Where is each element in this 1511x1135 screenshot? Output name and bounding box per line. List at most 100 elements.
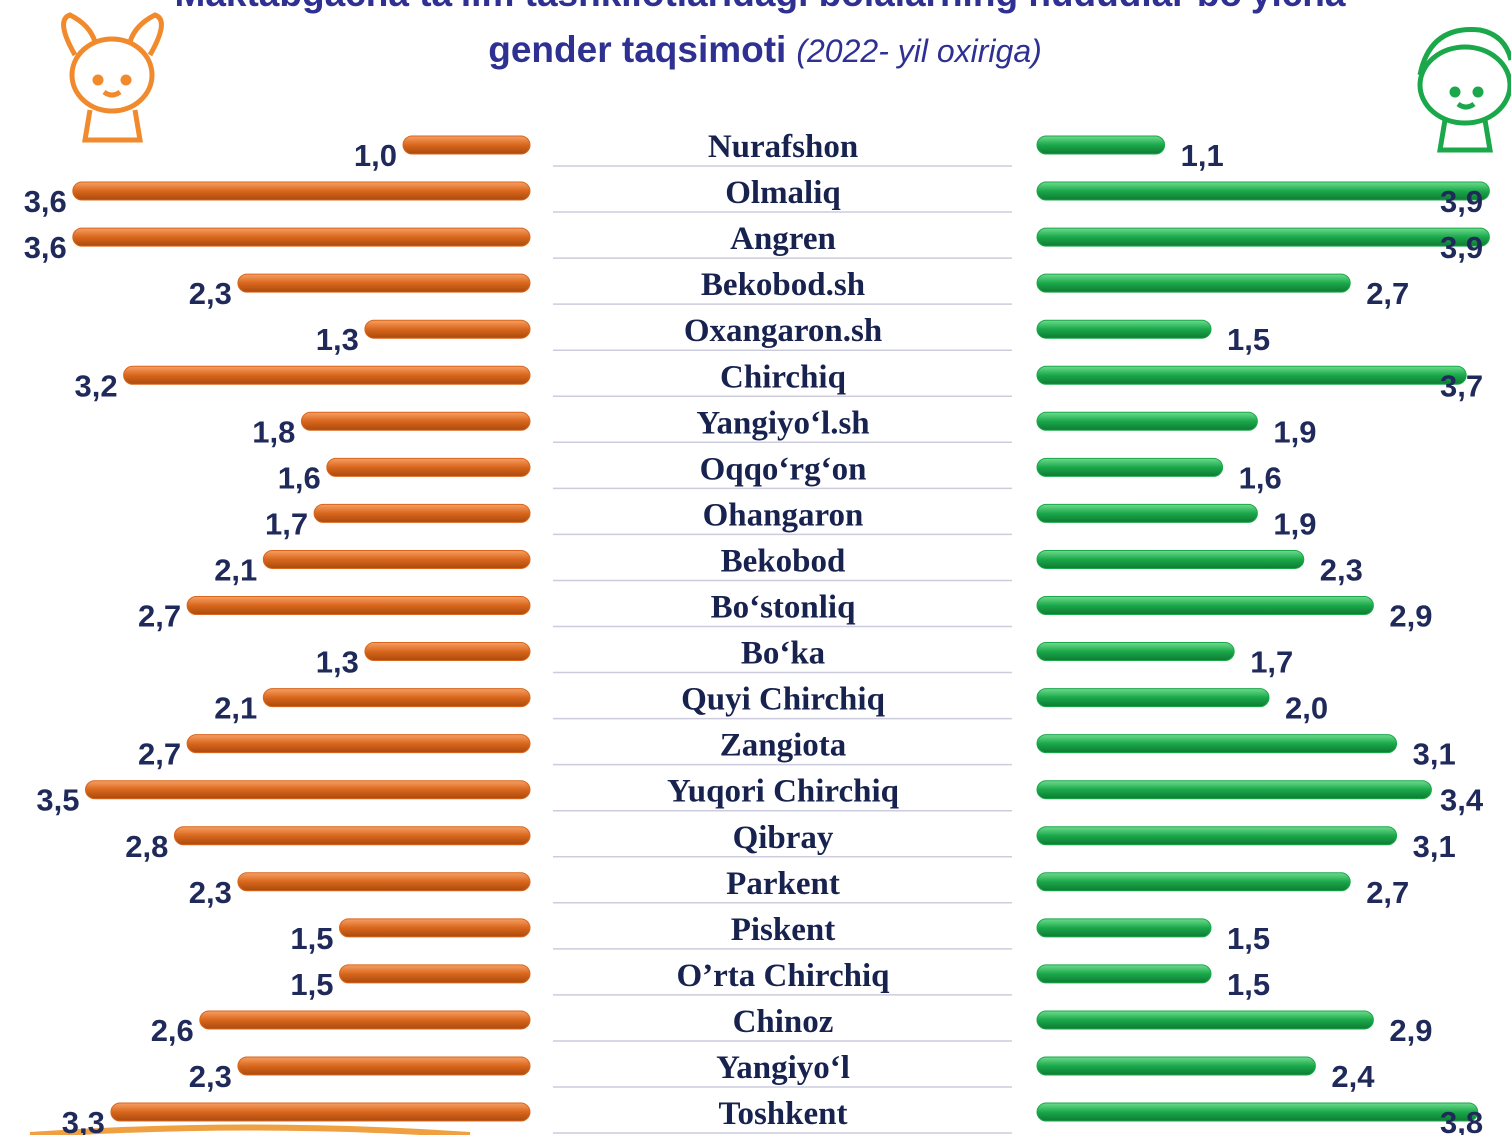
- value-label: 2,1: [214, 691, 257, 726]
- bar: [124, 366, 530, 384]
- category-label: Quyi Chirchiq: [681, 682, 886, 718]
- value-label: 3,6: [24, 184, 67, 219]
- category-label: Zangiota: [720, 728, 847, 764]
- value-label: 1,6: [278, 460, 321, 495]
- bar: [73, 228, 530, 246]
- value-label: 1,3: [316, 645, 359, 680]
- bar: [1037, 320, 1211, 338]
- value-label: 1,7: [1250, 645, 1293, 680]
- bar: [301, 412, 530, 430]
- bar: [187, 735, 530, 753]
- value-label: 1,1: [1181, 138, 1224, 173]
- bar: [1037, 827, 1397, 845]
- category-label: Bo‘stonliq: [711, 590, 857, 626]
- boy-icon: [1420, 30, 1511, 150]
- bar: [1037, 1103, 1478, 1121]
- value-label: 2,3: [189, 276, 232, 311]
- category-label: Oxangaron.sh: [684, 313, 882, 349]
- value-label: 3,6: [24, 230, 67, 265]
- bar: [187, 597, 530, 615]
- value-label: 2,1: [214, 552, 257, 587]
- category-label: Bekobod.sh: [701, 267, 865, 303]
- value-label: 1,5: [290, 967, 333, 1002]
- value-label: 3,4: [1440, 783, 1484, 818]
- category-label: Chinoz: [733, 1004, 834, 1040]
- bar: [1037, 504, 1257, 522]
- bar: [1037, 412, 1257, 430]
- category-label: Yuqori Chirchiq: [667, 774, 900, 810]
- bar: [1037, 366, 1466, 384]
- bar: [327, 458, 530, 476]
- bar: [340, 919, 531, 937]
- value-label: 1,5: [1227, 921, 1270, 956]
- value-label: 1,8: [252, 414, 295, 449]
- value-label: 3,1: [1413, 737, 1456, 772]
- category-label: Oqqo‘rg‘on: [700, 451, 867, 487]
- bar: [1037, 458, 1223, 476]
- bar: [365, 320, 530, 338]
- value-label: 1,5: [290, 921, 333, 956]
- bar: [1037, 873, 1350, 891]
- category-label: Bekobod: [721, 543, 846, 579]
- subtitle: (2022- yil oxiriga): [796, 33, 1041, 69]
- bar: [340, 965, 531, 983]
- value-label: 2,3: [1320, 552, 1363, 587]
- value-label: 1,9: [1273, 506, 1316, 541]
- bar: [1037, 136, 1165, 154]
- bar: [1037, 274, 1350, 292]
- value-label: 1,6: [1239, 460, 1282, 495]
- bar: [1037, 1057, 1315, 1075]
- value-label: 2,3: [189, 1059, 232, 1094]
- title-line2: gender taqsimoti: [488, 29, 786, 70]
- value-label: 2,8: [125, 829, 168, 864]
- bar: [365, 643, 530, 661]
- category-label: Qibray: [733, 820, 834, 856]
- value-label: 2,4: [1331, 1059, 1375, 1094]
- value-label: 1,3: [316, 322, 359, 357]
- value-label: 3,3: [62, 1105, 105, 1135]
- bar: [314, 504, 530, 522]
- category-label: Toshkent: [718, 1096, 847, 1132]
- bar: [1037, 228, 1489, 246]
- value-label: 2,3: [189, 875, 232, 910]
- value-label: 2,6: [151, 1013, 194, 1048]
- category-label: Piskent: [731, 912, 836, 948]
- value-label: 3,5: [36, 783, 79, 818]
- category-label: Yangiyo‘l: [716, 1050, 850, 1086]
- category-label: Ohangaron: [703, 497, 864, 533]
- category-label: Nurafshon: [708, 129, 858, 165]
- bar: [111, 1103, 530, 1121]
- bar: [86, 781, 531, 799]
- category-label: O’rta Chirchiq: [677, 958, 891, 994]
- bar: [1037, 550, 1304, 568]
- bar: [1037, 597, 1373, 615]
- bar: [1037, 965, 1211, 983]
- chart-title: Maktabgacha ta'lim tashkilotlaridagi bol…: [175, 0, 1346, 14]
- value-label: 1,5: [1227, 967, 1270, 1002]
- value-label: 3,7: [1440, 368, 1483, 403]
- chart-subtitle-line: gender taqsimoti (2022- yil oxiriga): [488, 29, 1042, 70]
- category-label: Yangiyo‘l.sh: [696, 405, 869, 441]
- value-label: 2,7: [1366, 276, 1409, 311]
- bar: [238, 1057, 530, 1075]
- category-label: Bo‘ka: [741, 636, 825, 672]
- value-label: 1,0: [354, 138, 397, 173]
- category-label: Angren: [730, 221, 836, 257]
- bar: [263, 689, 530, 707]
- value-label: 1,9: [1273, 414, 1316, 449]
- bar: [1037, 1011, 1373, 1029]
- chart: Maktabgacha ta'lim tashkilotlaridagi bol…: [0, 0, 1511, 1135]
- bar: [1037, 919, 1211, 937]
- value-label: 3,8: [1440, 1105, 1483, 1135]
- value-label: 3,1: [1413, 829, 1456, 864]
- bar: [1037, 643, 1234, 661]
- value-label: 2,7: [138, 737, 181, 772]
- bar: [403, 136, 530, 154]
- bar: [1037, 689, 1269, 707]
- bar: [1037, 735, 1397, 753]
- bar: [73, 182, 530, 200]
- bar: [263, 550, 530, 568]
- value-label: 3,9: [1440, 230, 1483, 265]
- category-label: Parkent: [726, 866, 840, 902]
- category-label: Chirchiq: [720, 359, 847, 395]
